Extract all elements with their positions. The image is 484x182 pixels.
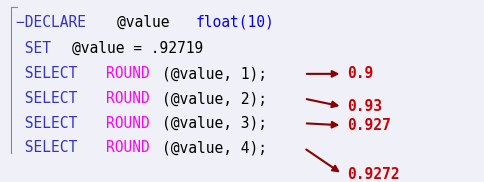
Text: 0.927: 0.927 (348, 118, 391, 133)
Text: ROUND: ROUND (106, 141, 150, 155)
Text: (@value, 1);: (@value, 1); (162, 66, 267, 81)
Text: ROUND: ROUND (106, 91, 150, 106)
Text: (@value, 4);: (@value, 4); (162, 141, 267, 155)
Text: (@value, 3);: (@value, 3); (162, 116, 267, 131)
Text: (@value, 2);: (@value, 2); (162, 91, 267, 106)
Text: SELECT: SELECT (16, 91, 87, 106)
Text: SELECT: SELECT (16, 66, 87, 81)
Text: ROUND: ROUND (106, 116, 150, 131)
Text: @value: @value (117, 15, 179, 30)
Text: @value = .92719: @value = .92719 (73, 41, 204, 56)
Text: SET: SET (16, 41, 60, 56)
Text: 0.9: 0.9 (348, 66, 374, 81)
Text: 0.9272: 0.9272 (348, 167, 400, 181)
Text: SELECT: SELECT (16, 116, 87, 131)
Text: float(10): float(10) (196, 15, 274, 30)
Text: ROUND: ROUND (106, 66, 150, 81)
Text: SELECT: SELECT (16, 141, 87, 155)
Text: 0.93: 0.93 (348, 99, 382, 114)
Text: −DECLARE: −DECLARE (16, 15, 95, 30)
